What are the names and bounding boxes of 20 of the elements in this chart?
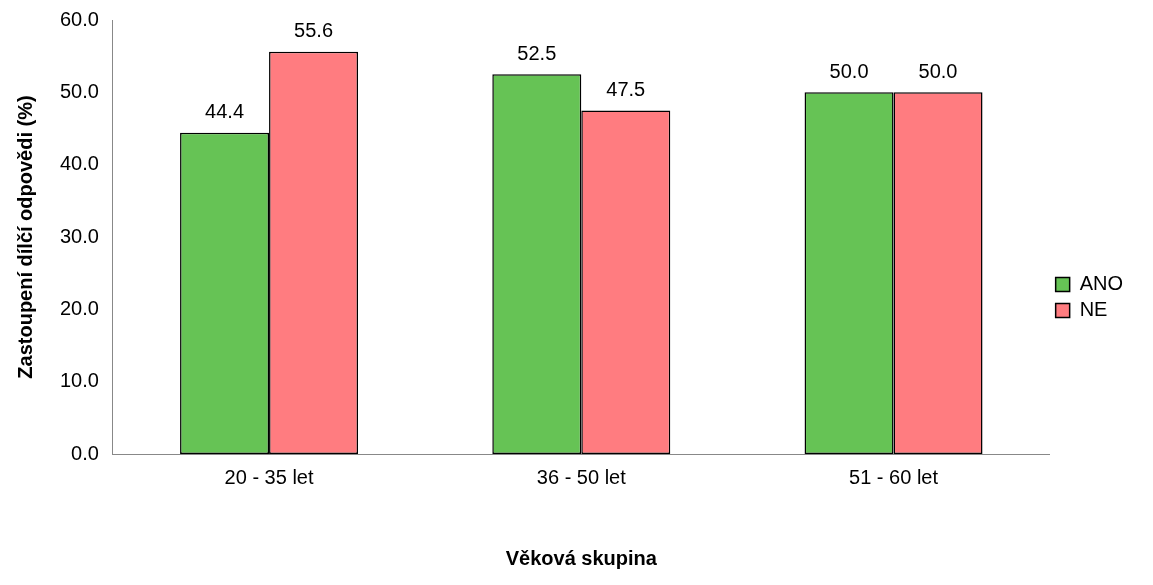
x-axis-title: Věková skupina: [505, 546, 658, 569]
y-tick-label: 30.0: [59, 224, 99, 247]
legend-label: ANO: [1079, 272, 1123, 295]
data-label: 52.5: [517, 41, 557, 64]
data-label: 50.0: [918, 59, 958, 82]
y-tick-label: 50.0: [59, 79, 99, 102]
data-label: 44.4: [205, 100, 245, 123]
y-tick-label: 40.0: [59, 152, 99, 175]
y-tick-label: 0.0: [71, 441, 99, 464]
data-label: 47.5: [606, 77, 646, 100]
y-tick-label: 10.0: [59, 369, 99, 392]
y-tick-label: 60.0: [59, 7, 99, 30]
data-label: 55.6: [294, 19, 334, 42]
x-tick-label: 51 - 60 let: [849, 465, 939, 488]
x-tick-label: 36 - 50 let: [536, 465, 627, 488]
y-axis-title: Zastoupení dílčí odpovědi (%): [13, 95, 36, 379]
data-label: 50.0: [829, 59, 869, 82]
x-tick-label: 20 - 35 let: [224, 465, 314, 488]
y-tick-label: 20.0: [59, 296, 99, 319]
legend-label: NE: [1079, 298, 1108, 321]
